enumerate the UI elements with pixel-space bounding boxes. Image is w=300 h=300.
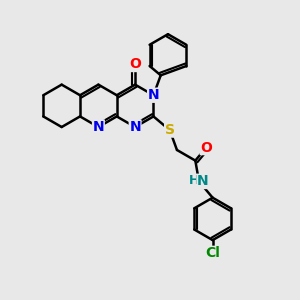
Text: S: S: [165, 123, 175, 137]
Text: H: H: [188, 174, 199, 188]
Text: N: N: [129, 120, 141, 134]
Text: N: N: [197, 175, 208, 188]
Text: O: O: [129, 58, 141, 71]
Text: O: O: [200, 141, 212, 154]
Text: N: N: [93, 120, 104, 134]
Text: Cl: Cl: [205, 246, 220, 260]
Text: N: N: [148, 88, 159, 102]
